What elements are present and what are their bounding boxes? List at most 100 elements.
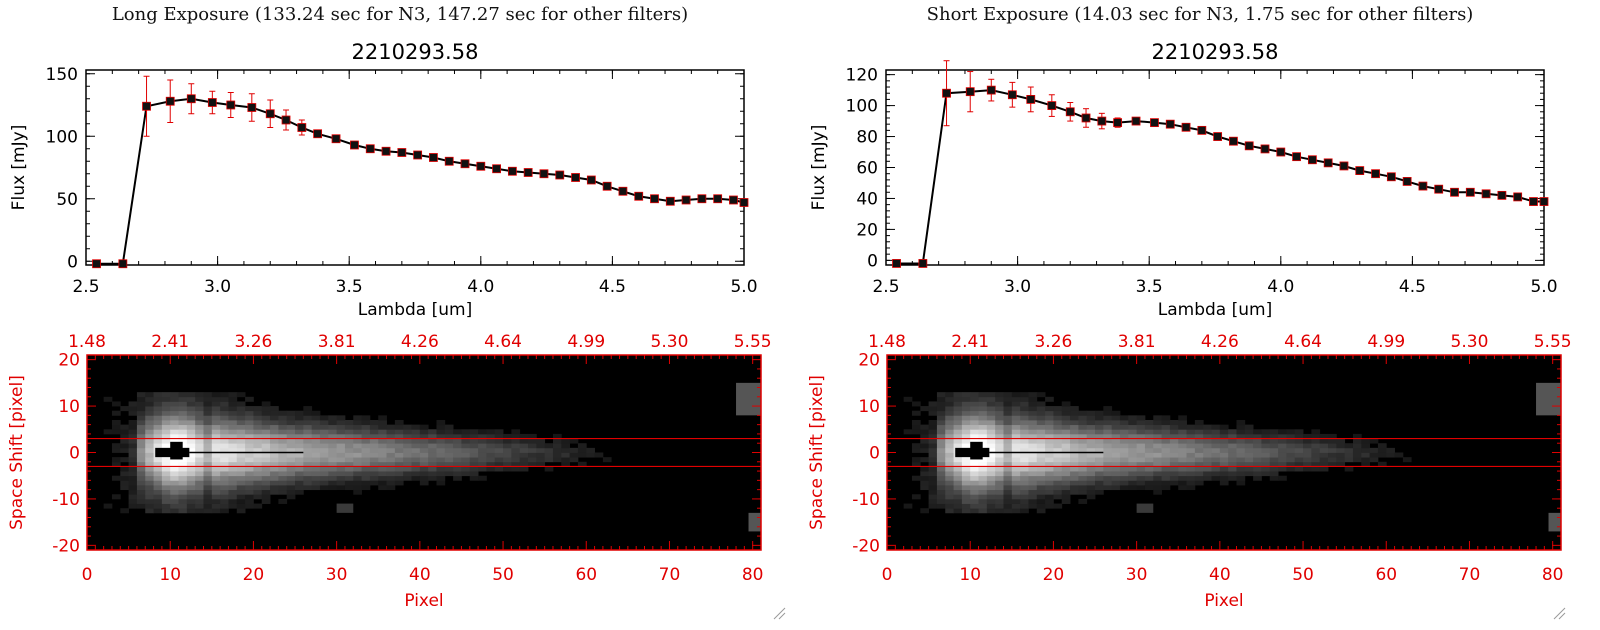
heatmap-cell xyxy=(978,415,988,421)
data-point xyxy=(1529,197,1538,206)
resize-grip-icon[interactable] xyxy=(772,606,786,620)
heatmap-cell xyxy=(995,508,1004,514)
heatmap-cell xyxy=(361,433,371,439)
heatmap-cell xyxy=(236,485,246,491)
heatmap-cell xyxy=(1128,433,1138,439)
heatmap-cell xyxy=(945,503,954,509)
heatmap-cell xyxy=(945,438,954,444)
heatmap-cell xyxy=(1028,410,1038,416)
heatmap-cell xyxy=(1028,443,1038,449)
heatmap-cell xyxy=(161,410,171,416)
heatmap-cell xyxy=(128,489,138,495)
heatmap-cell xyxy=(228,452,238,458)
heatmap-cell xyxy=(261,420,271,426)
heatmap-cell xyxy=(311,480,321,486)
heatmap-cell xyxy=(170,494,179,500)
heatmap-cell xyxy=(1078,461,1088,467)
resize-grip-icon[interactable] xyxy=(1552,606,1566,620)
heatmap-cell xyxy=(978,410,988,416)
heatmap-cell xyxy=(970,406,979,412)
heatmap-cell xyxy=(1269,447,1279,453)
data-point xyxy=(618,186,628,196)
heatmap-cell xyxy=(1328,443,1337,449)
heatmap-cell xyxy=(1219,447,1229,453)
y-tick-label: -20 xyxy=(52,536,80,556)
heatmap-cell xyxy=(253,471,263,477)
top-x-tick-label: 5.55 xyxy=(734,332,772,352)
heatmap-cell xyxy=(970,396,979,402)
heatmap-cell xyxy=(220,457,229,463)
heatmap-cell xyxy=(245,438,254,444)
heatmap-cell xyxy=(1036,447,1046,453)
heatmap-cell xyxy=(1336,457,1346,463)
heatmap-cell xyxy=(1161,438,1171,444)
heatmap-cell xyxy=(1253,447,1262,453)
heatmap-cell xyxy=(270,424,279,430)
heatmap-cell xyxy=(378,443,387,449)
heatmap-cell xyxy=(1352,443,1362,449)
y-tick-label: 120 xyxy=(846,66,878,86)
heatmap-cell xyxy=(1144,480,1154,486)
heatmap-cell xyxy=(311,443,321,449)
heatmap-cell xyxy=(361,471,371,477)
heatmap-cell xyxy=(378,471,387,477)
heatmap-cell xyxy=(1161,424,1171,430)
heatmap-cell xyxy=(469,433,479,439)
heatmap-cell xyxy=(419,438,429,444)
heatmap-cell xyxy=(511,461,521,467)
heatmap-cell xyxy=(311,424,321,430)
heatmap-cell xyxy=(278,485,288,491)
heatmap-cell xyxy=(328,471,338,477)
heatmap-cell xyxy=(1144,424,1154,430)
heatmap-cell xyxy=(1086,447,1096,453)
heatmap-cell xyxy=(419,443,429,449)
heatmap-cell xyxy=(1045,498,1054,504)
long-exposure-panel: Long Exposure (133.24 sec for N3, 147.27… xyxy=(7,4,786,620)
heatmap-cell xyxy=(1036,410,1046,416)
heatmap-cell xyxy=(1178,457,1187,463)
heatmap-cell xyxy=(1053,489,1063,495)
heatmap-cell xyxy=(170,498,179,504)
heatmap-cell xyxy=(911,401,921,407)
heatmap-cell xyxy=(1061,415,1071,421)
heatmap-cell xyxy=(1303,461,1312,467)
x-tick-label: 2.5 xyxy=(72,277,99,297)
heatmap-cell xyxy=(1186,457,1196,463)
heatmap-cell xyxy=(1377,461,1387,467)
heatmap-cell xyxy=(1186,452,1196,458)
heatmap-cell xyxy=(386,461,396,467)
heatmap-cell xyxy=(186,433,196,439)
heatmap-cell xyxy=(519,433,529,439)
heatmap-cell xyxy=(178,466,188,472)
heatmap-cell xyxy=(403,443,412,449)
heatmap-cell xyxy=(1211,452,1221,458)
heatmap-cell xyxy=(978,480,988,486)
heatmap-cell xyxy=(1078,410,1088,416)
heatmap-cell xyxy=(253,452,263,458)
heatmap-cell xyxy=(936,396,946,402)
heatmap-cell xyxy=(236,424,246,430)
heatmap-cell xyxy=(1003,489,1013,495)
heatmap-cell xyxy=(195,401,204,407)
heatmap-cell xyxy=(1045,420,1054,426)
heatmap-cell xyxy=(1361,443,1371,449)
data-point xyxy=(92,259,101,269)
heatmap-cell xyxy=(245,447,254,453)
heatmap-cell xyxy=(1194,443,1204,449)
heatmap-cell xyxy=(428,438,437,444)
heatmap-cell xyxy=(1036,494,1046,500)
heatmap-cell xyxy=(153,415,163,421)
heatmap-cell xyxy=(1028,401,1038,407)
heatmap-cell xyxy=(1119,433,1129,439)
heatmap-cell xyxy=(403,471,412,477)
heatmap-cell xyxy=(353,415,362,421)
heatmap-cell xyxy=(1036,443,1046,449)
heatmap-cell xyxy=(261,457,271,463)
heatmap-cell xyxy=(1203,424,1212,430)
heatmap-cell xyxy=(1377,443,1387,449)
heatmap-cell xyxy=(111,447,121,453)
heatmap-cell xyxy=(1319,438,1329,444)
heatmap-cell xyxy=(203,452,213,458)
heatmap-cell xyxy=(986,429,996,435)
heatmap-cell xyxy=(203,498,213,504)
